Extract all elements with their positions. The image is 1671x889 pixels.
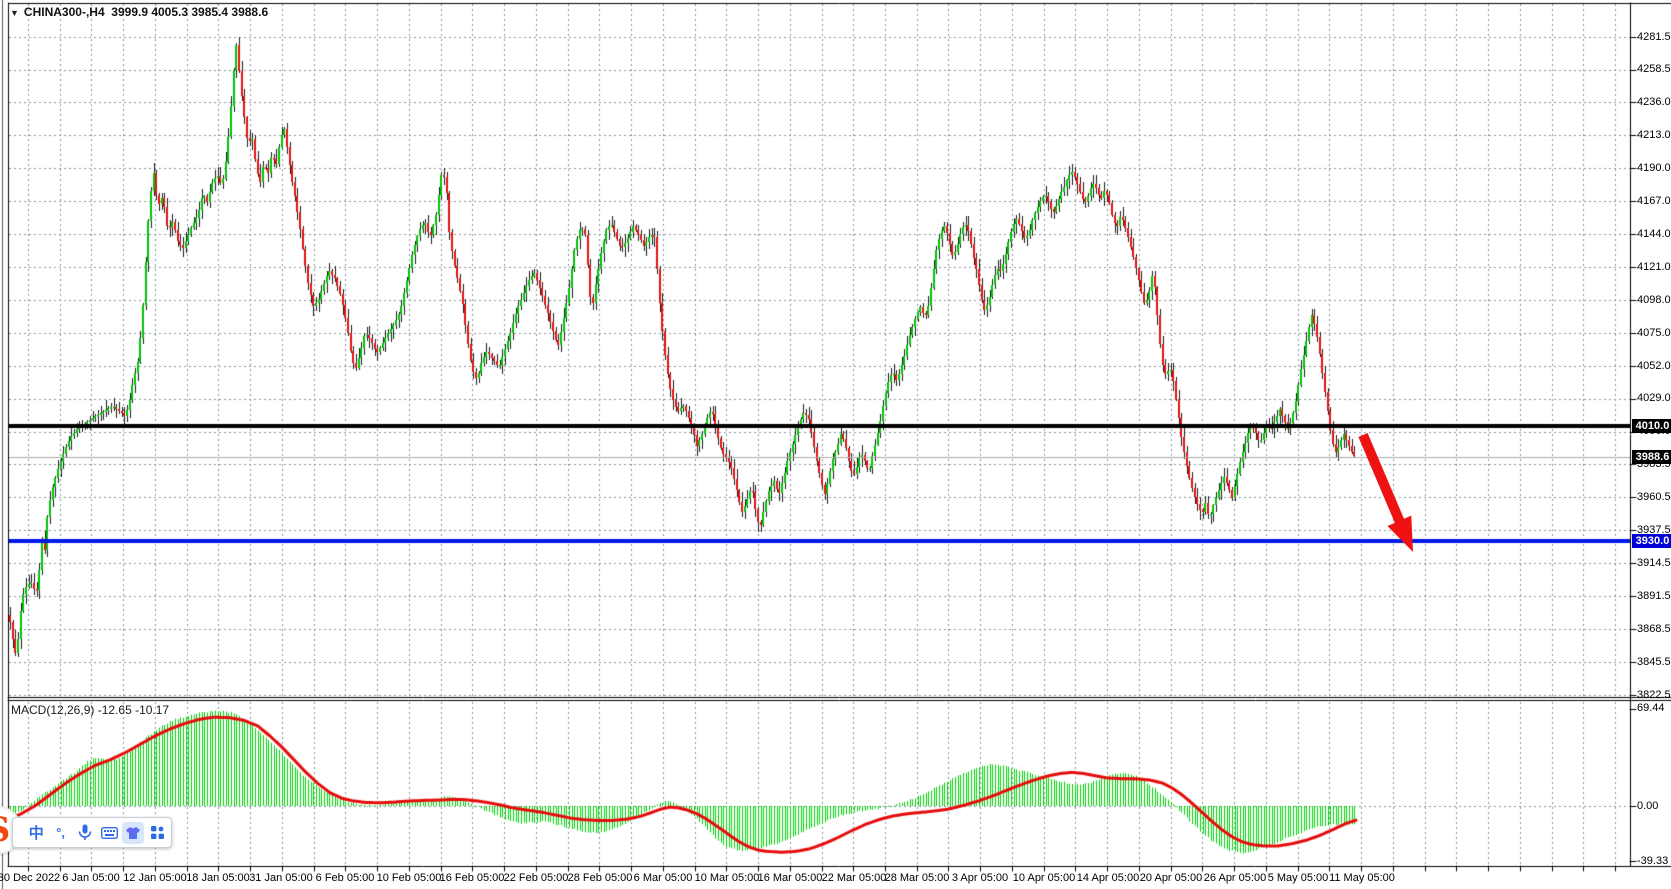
time-axis-label: 18 Jan 05:00: [186, 872, 250, 884]
microphone-icon: [78, 824, 92, 840]
price-axis-label: 4213.0: [1637, 128, 1671, 141]
price-axis-label: 3845.5: [1637, 655, 1671, 668]
time-axis-label: 31 Jan 05:00: [249, 872, 313, 884]
time-axis-label: 28 Mar 05:00: [884, 872, 950, 884]
time-axis-label: 10 Feb 05:00: [376, 872, 442, 884]
time-axis-label: 22 Mar 05:00: [821, 872, 887, 884]
time-axis-label: 10 Mar 05:00: [694, 872, 760, 884]
price-axis-label: 3937.5: [1637, 523, 1671, 536]
time-axis-label: 28 Feb 05:00: [567, 872, 633, 884]
price-axis-label: 3891.5: [1637, 589, 1671, 602]
time-axis-label: 5 May 05:00: [1267, 872, 1329, 884]
time-axis-label: 14 Apr 05:00: [1076, 872, 1140, 884]
ime-punctuation-button[interactable]: °,: [50, 822, 72, 844]
price-axis-label: 3960.5: [1637, 490, 1671, 503]
time-axis-label: 6 Mar 05:00: [633, 872, 693, 884]
macd-axis-label: -39.33: [1637, 854, 1669, 867]
price-axis-label: 4258.5: [1637, 63, 1671, 76]
price-axis-label: 3914.5: [1637, 556, 1671, 569]
time-axis-label: 11 May 05:00: [1329, 872, 1395, 884]
symbol-period-label: CHINA300-,H4: [23, 5, 105, 19]
price-axis-label: 4098.0: [1637, 293, 1671, 306]
time-axis-label: 6 Feb 05:00: [315, 872, 375, 884]
price-axis-label: 4190.0: [1637, 161, 1671, 174]
ime-language-mode-button[interactable]: 中: [25, 822, 47, 844]
time-axis-label: 20 Apr 05:00: [1139, 872, 1203, 884]
macd-indicator-label: MACD(12,26,9) -12.65 -10.17: [11, 703, 169, 717]
time-axis-label: 10 Apr 05:00: [1012, 872, 1076, 884]
hline-price-tag-3930: 3930.0: [1632, 533, 1671, 548]
price-axis-label: 4029.0: [1637, 392, 1671, 405]
keyboard-icon: [100, 826, 118, 839]
chinese-mode-icon: 中: [28, 825, 44, 842]
price-axis-label: 4144.0: [1637, 227, 1671, 240]
time-axis-label: 6 Jan 05:00: [62, 872, 120, 884]
price-axis-label: 4167.0: [1637, 194, 1671, 207]
time-axis-label: 22 Feb 05:00: [503, 872, 569, 884]
ime-toolbox-button[interactable]: [147, 822, 169, 844]
macd-axis-label: 0.00: [1637, 799, 1659, 812]
punctuation-icon: °,: [56, 825, 65, 840]
ime-voice-button[interactable]: [74, 822, 96, 844]
time-axis-label: 26 Apr 05:00: [1203, 872, 1267, 884]
symbol-dropdown-caret[interactable]: ▼: [10, 8, 19, 18]
ime-keyboard-button[interactable]: [98, 822, 120, 844]
price-axis-label: 4052.0: [1637, 359, 1671, 372]
time-axis-label: 30 Dec 2022: [0, 872, 61, 884]
time-axis-label: 12 Jan 05:00: [123, 872, 187, 884]
price-axis-label: 3822.5: [1637, 688, 1671, 701]
chart-title: ▼ CHINA300-,H4 3999.9 4005.3 3985.4 3988.…: [10, 5, 268, 19]
macd-name: MACD(12,26,9): [11, 703, 95, 717]
ohlc-readout: 3999.9 4005.3 3985.4 3988.6: [111, 5, 269, 19]
price-axis-label: 4121.0: [1637, 260, 1671, 273]
ime-skin-button[interactable]: [122, 821, 145, 844]
time-axis-label: 16 Mar 05:00: [757, 872, 823, 884]
hline-price-tag-4010: 4010.0: [1632, 419, 1671, 434]
current-price-tag: 3988.6: [1632, 449, 1671, 464]
toolbox-grid-icon: [151, 826, 165, 839]
price-axis-label: 4281.5: [1637, 30, 1671, 43]
ime-toolbar: 中 °,: [12, 817, 172, 848]
macd-values: -12.65 -10.17: [97, 703, 170, 717]
price-axis-label: 4236.0: [1637, 95, 1671, 108]
macd-axis-label: 69.44: [1637, 702, 1665, 715]
time-axis-label: 16 Feb 05:00: [439, 872, 505, 884]
time-axis-label: 3 Apr 05:00: [951, 872, 1009, 884]
price-axis-label: 4075.0: [1637, 326, 1671, 339]
tshirt-skin-icon: [126, 826, 141, 839]
price-axis-label: 3868.5: [1637, 622, 1671, 635]
